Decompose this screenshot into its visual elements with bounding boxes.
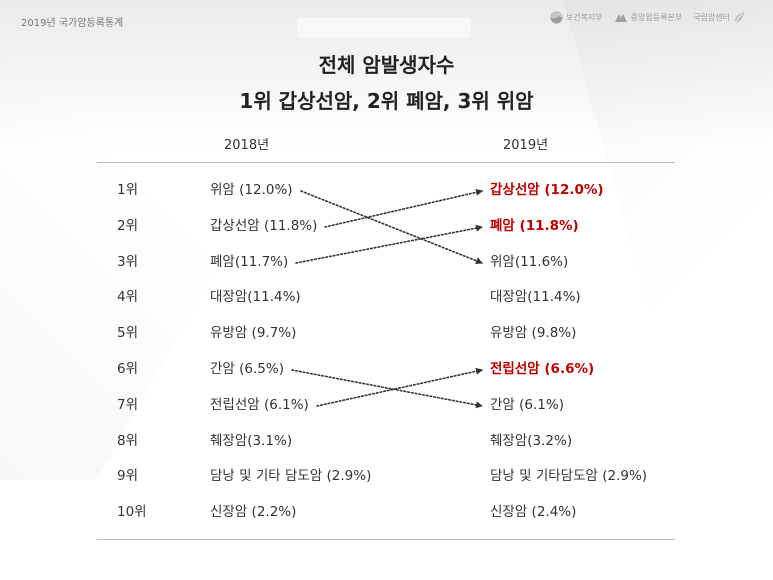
cancer-2018: 갑상선암 (11.8%) — [210, 217, 318, 234]
rank-change-arrow — [295, 224, 483, 264]
ministry-logo-text: 보건복지부 — [565, 13, 603, 22]
ministry-logo: 보건복지부 — [550, 11, 603, 24]
rank-label: 9위 — [117, 468, 139, 485]
rank-label: 1위 — [117, 182, 139, 198]
ministry-emblem-icon — [550, 11, 563, 24]
cancer-2018: 폐암(11.7%) — [210, 253, 289, 270]
cancer-2019: 간암 (6.1%) — [490, 396, 564, 413]
report-label: 2019년 국가암등록통계 — [21, 18, 124, 29]
rank-label: 5위 — [117, 325, 139, 342]
rank-label: 7위 — [117, 396, 139, 413]
cancer-2018: 유방암 (9.7%) — [210, 325, 297, 342]
cancer-2019: 췌장암(3.2%) — [490, 432, 573, 449]
registry-logo-text: 중앙암등록본부 — [630, 13, 683, 22]
cancer-2019: 위암(11.6%) — [490, 253, 569, 270]
column-header-2019: 2019년 — [503, 138, 549, 153]
cancer-2019: 대장암(11.4%) — [490, 289, 581, 306]
title-line-1: 전체 암발생자수 — [318, 53, 455, 77]
rank-label: 10위 — [117, 504, 147, 521]
rank-change-arrow — [291, 369, 483, 409]
cancer-2019: 전립선암 (6.6%) — [490, 361, 595, 377]
rank-change-arrow — [316, 367, 483, 407]
cancer-2018: 췌장암(3.1%) — [210, 432, 293, 449]
cancer-center-logo-text: 국립암센터 — [693, 13, 730, 22]
column-header-2018: 2018년 — [224, 138, 270, 153]
rank-label: 6위 — [117, 361, 139, 377]
logo-group: 보건복지부 중앙암등록본부 국립암센터 — [550, 11, 745, 24]
cancer-2018: 신장암 (2.2%) — [210, 504, 297, 521]
rank-label: 3위 — [117, 253, 139, 270]
cancer-2018: 간암 (6.5%) — [210, 361, 284, 377]
cancer-2018: 담낭 및 기타 담도암 (2.9%) — [210, 468, 372, 485]
rank-change-arrow — [300, 190, 483, 265]
header-rule — [97, 162, 675, 163]
cancer-2019: 유방암 (9.8%) — [490, 325, 577, 342]
registry-emblem-icon — [614, 13, 627, 22]
cancer-center-logo: 국립암센터 — [693, 11, 745, 24]
cancer-2018: 위암 (12.0%) — [210, 182, 293, 198]
cancer-2019: 담낭 및 기타담도암 (2.9%) — [490, 468, 648, 485]
rank-label: 8위 — [117, 432, 139, 449]
rank-change-arrow — [324, 188, 483, 228]
bottom-rule — [97, 539, 675, 540]
cancer-2018: 대장암(11.4%) — [210, 289, 301, 306]
cancer-2019: 신장암 (2.4%) — [490, 504, 577, 521]
rank-label: 2위 — [117, 217, 139, 234]
registry-logo: 중앙암등록본부 — [614, 12, 683, 24]
faint-banner — [297, 18, 471, 38]
leaf-icon — [734, 12, 744, 24]
cancer-2019: 갑상선암 (12.0%) — [490, 182, 604, 198]
cancer-2019: 폐암 (11.8%) — [490, 217, 579, 234]
rank-label: 4위 — [117, 289, 139, 306]
cancer-2018: 전립선암 (6.1%) — [210, 396, 309, 413]
title-line-2: 1위 갑상선암, 2위 폐암, 3위 위암 — [239, 89, 534, 113]
